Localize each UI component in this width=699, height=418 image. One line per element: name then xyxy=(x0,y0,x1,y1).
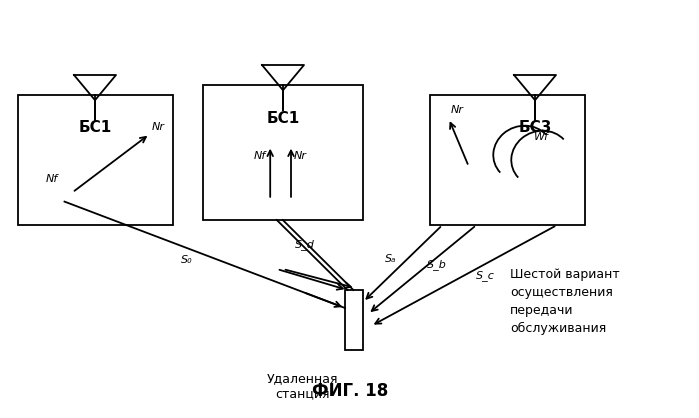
Text: БС1: БС1 xyxy=(266,111,300,126)
Text: S₀: S₀ xyxy=(181,255,192,265)
Text: S_c: S_c xyxy=(476,270,495,281)
Bar xyxy=(203,85,363,220)
Text: Nf: Nf xyxy=(254,151,266,161)
Text: Nf: Nf xyxy=(46,174,58,184)
Text: Nr: Nr xyxy=(294,151,307,161)
Text: Шестой вариант
осуществления
передачи
обслуживания: Шестой вариант осуществления передачи об… xyxy=(510,268,620,335)
Text: Nr: Nr xyxy=(451,105,463,115)
Text: S_d: S_d xyxy=(295,240,315,250)
Text: ФИГ. 18: ФИГ. 18 xyxy=(312,382,388,400)
Text: БС1: БС1 xyxy=(78,120,112,135)
Bar xyxy=(430,95,585,225)
Text: Sₐ: Sₐ xyxy=(385,253,396,263)
Text: Wf: Wf xyxy=(533,132,549,142)
Text: Удаленная
станция: Удаленная станция xyxy=(266,372,338,400)
Bar xyxy=(345,290,363,350)
Text: БС3: БС3 xyxy=(519,120,552,135)
Text: S_b: S_b xyxy=(427,259,447,270)
Bar xyxy=(18,95,173,225)
Text: Nr: Nr xyxy=(152,122,165,132)
